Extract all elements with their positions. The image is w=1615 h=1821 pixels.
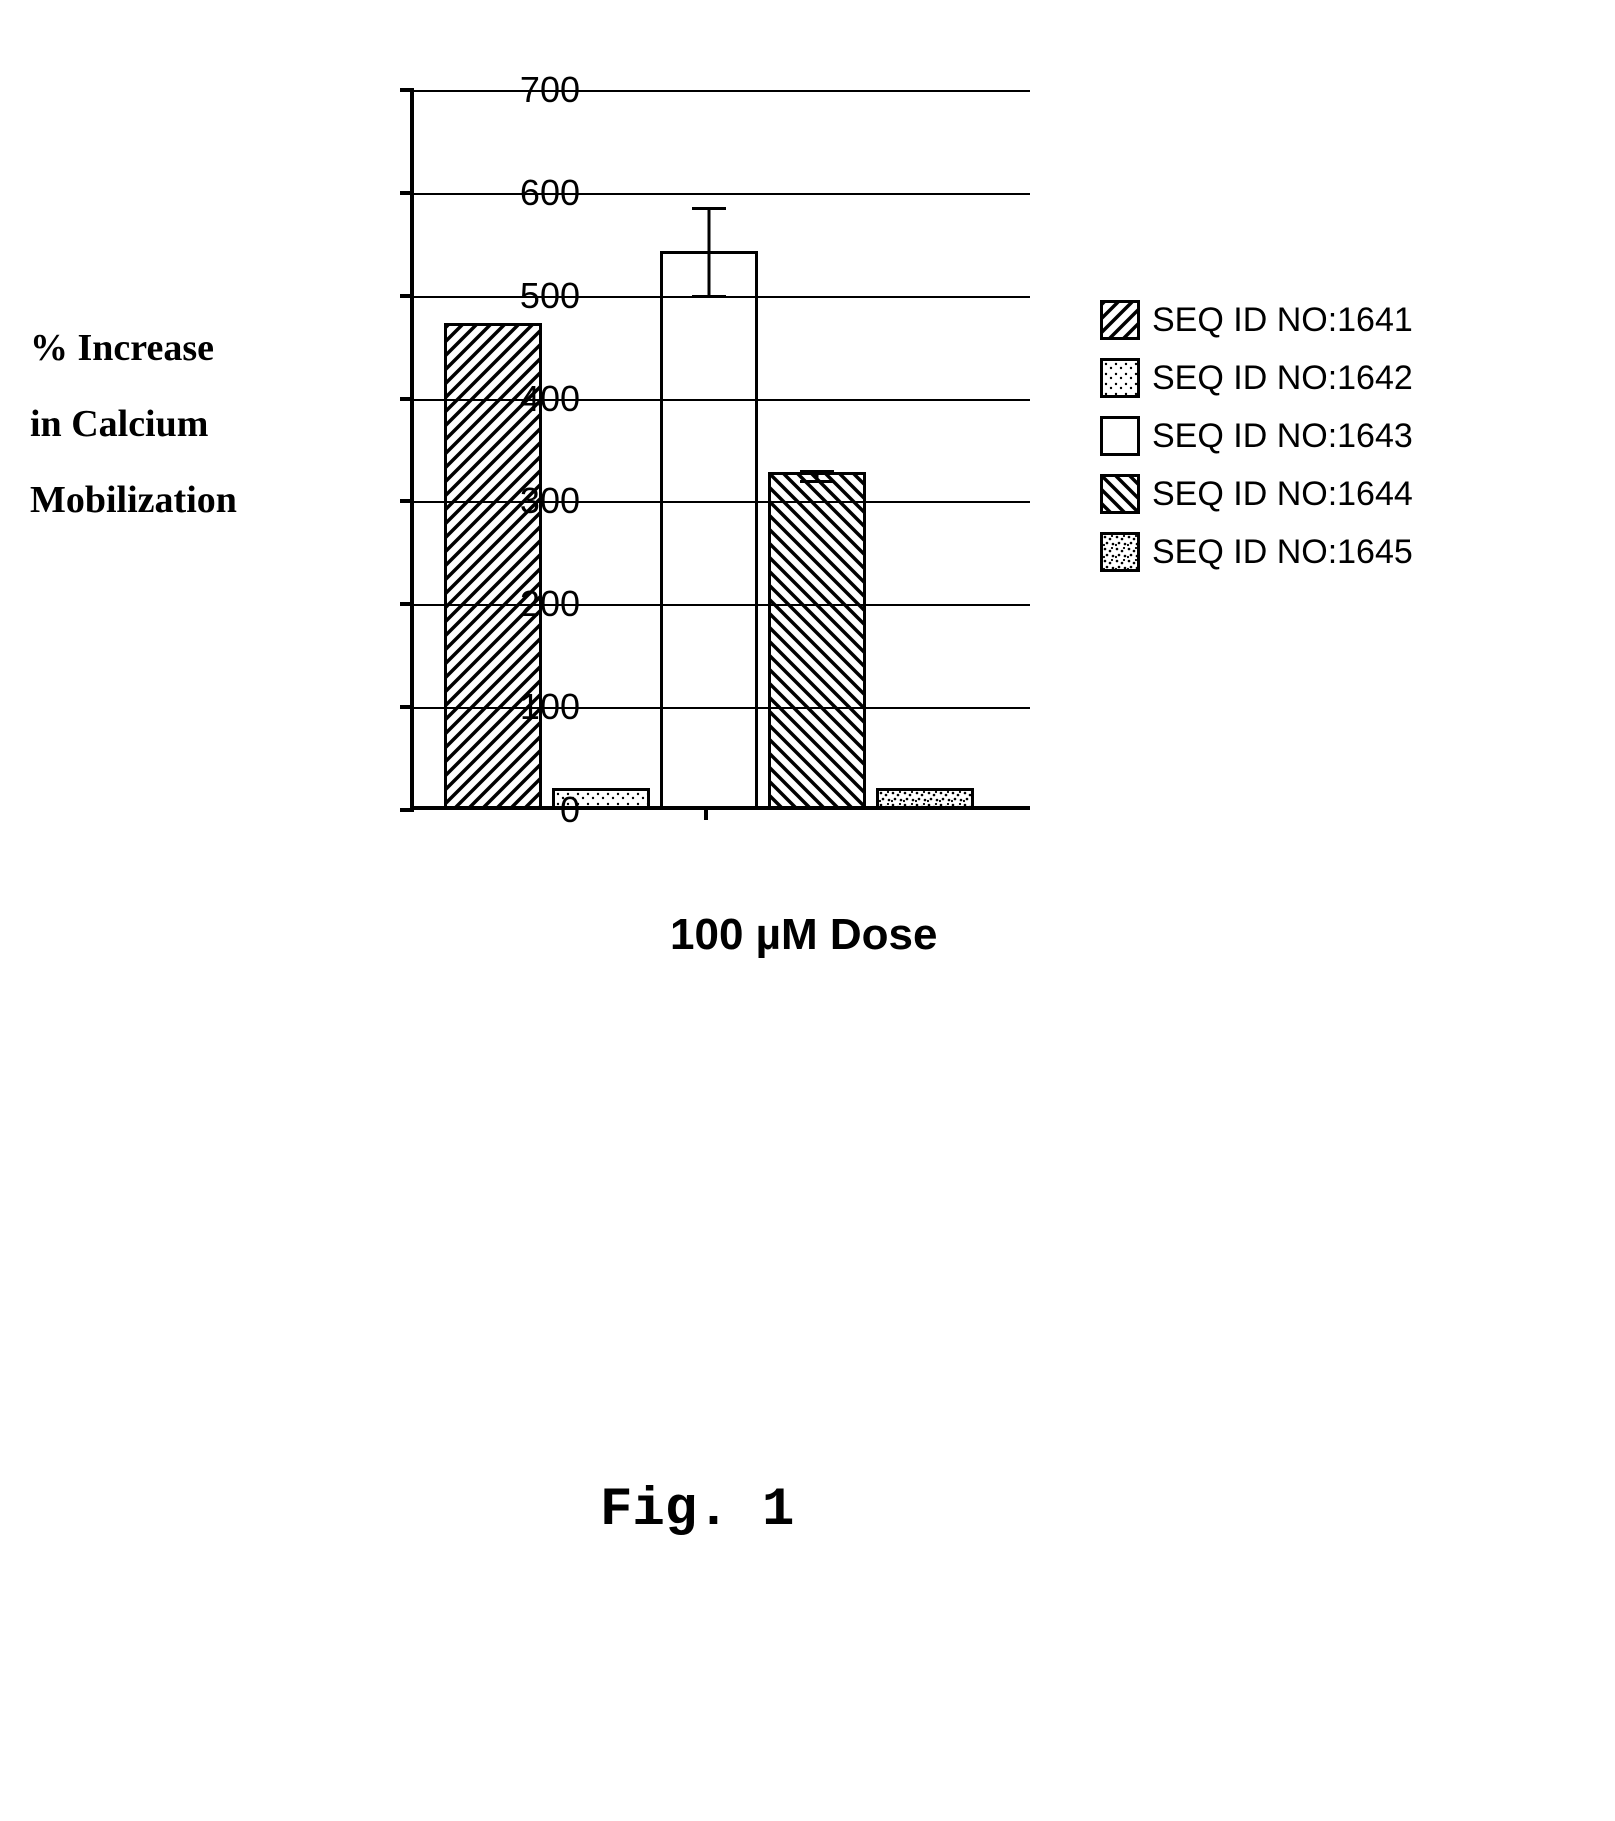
y-tick <box>400 294 414 298</box>
y-tick-label: 400 <box>500 378 580 420</box>
legend-swatch <box>1100 532 1140 572</box>
error-cap <box>692 207 726 210</box>
legend: SEQ ID NO:1641 SEQ ID NO:1642 SEQ ID NO:16… <box>1090 80 1413 590</box>
error-bar <box>708 207 711 294</box>
legend-item: SEQ ID NO:1643 <box>1100 416 1413 456</box>
legend-label: SEQ ID NO:1642 <box>1152 359 1413 398</box>
y-tick-label: 300 <box>500 480 580 522</box>
bar-fill <box>771 475 863 806</box>
y-tick-label: 600 <box>500 172 580 214</box>
y-tick-label: 700 <box>500 69 580 111</box>
y-tick-label: 0 <box>500 789 580 831</box>
legend-label: SEQ ID NO:1643 <box>1152 417 1413 456</box>
error-cap <box>800 470 834 473</box>
y-tick-label: 100 <box>500 686 580 728</box>
legend-swatch <box>1100 474 1140 514</box>
bar-fill <box>879 791 971 807</box>
y-axis-label-line: in Calcium <box>30 386 290 462</box>
x-tick <box>704 806 708 820</box>
y-tick-label: 200 <box>500 583 580 625</box>
y-tick <box>400 602 414 606</box>
y-axis-label-line: Mobilization <box>30 462 290 538</box>
y-tick <box>400 397 414 401</box>
legend-swatch <box>1100 416 1140 456</box>
y-tick <box>400 191 414 195</box>
y-axis-label: % Increase in Calcium Mobilization <box>0 80 290 538</box>
y-tick <box>400 88 414 92</box>
bar-fill <box>663 254 755 806</box>
bar <box>660 251 758 806</box>
y-tick <box>400 808 414 812</box>
legend-swatch <box>1100 300 1140 340</box>
y-tick <box>400 705 414 709</box>
legend-label: SEQ ID NO:1641 <box>1152 301 1413 340</box>
figure-caption: Fig. 1 <box>600 1480 794 1541</box>
legend-item: SEQ ID NO:1644 <box>1100 474 1413 514</box>
legend-swatch <box>1100 358 1140 398</box>
y-axis-label-line: % Increase <box>30 310 290 386</box>
legend-label: SEQ ID NO:1644 <box>1152 475 1413 514</box>
y-tick-label: 500 <box>500 275 580 317</box>
legend-label: SEQ ID NO:1645 <box>1152 533 1413 572</box>
error-cap <box>800 480 834 483</box>
figure-container: % Increase in Calcium Mobilization 0 100 2… <box>0 80 1615 880</box>
legend-item: SEQ ID NO:1645 <box>1100 532 1413 572</box>
legend-item: SEQ ID NO:1642 <box>1100 358 1413 398</box>
y-tick <box>400 499 414 503</box>
bar <box>768 472 866 806</box>
chart-row: % Increase in Calcium Mobilization 0 100 2… <box>0 80 1615 880</box>
bar <box>876 788 974 807</box>
legend-item: SEQ ID NO:1641 <box>1100 300 1413 340</box>
chart-area: 0100200300400500600700 100 µM Dose <box>290 80 1090 880</box>
x-axis-label: 100 µM Dose <box>670 910 937 960</box>
